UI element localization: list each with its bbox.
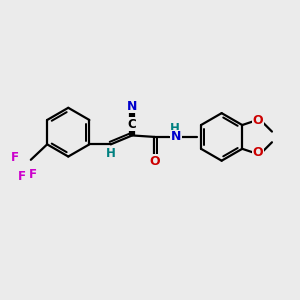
- Text: H: H: [106, 147, 116, 161]
- Text: F: F: [11, 151, 20, 164]
- Text: H: H: [169, 122, 179, 135]
- Text: O: O: [252, 146, 263, 160]
- Text: N: N: [171, 130, 181, 143]
- Text: F: F: [29, 168, 37, 181]
- Text: O: O: [252, 114, 263, 128]
- Text: C: C: [128, 118, 136, 130]
- Text: O: O: [149, 155, 160, 168]
- Text: N: N: [127, 100, 137, 113]
- Text: F: F: [18, 170, 26, 183]
